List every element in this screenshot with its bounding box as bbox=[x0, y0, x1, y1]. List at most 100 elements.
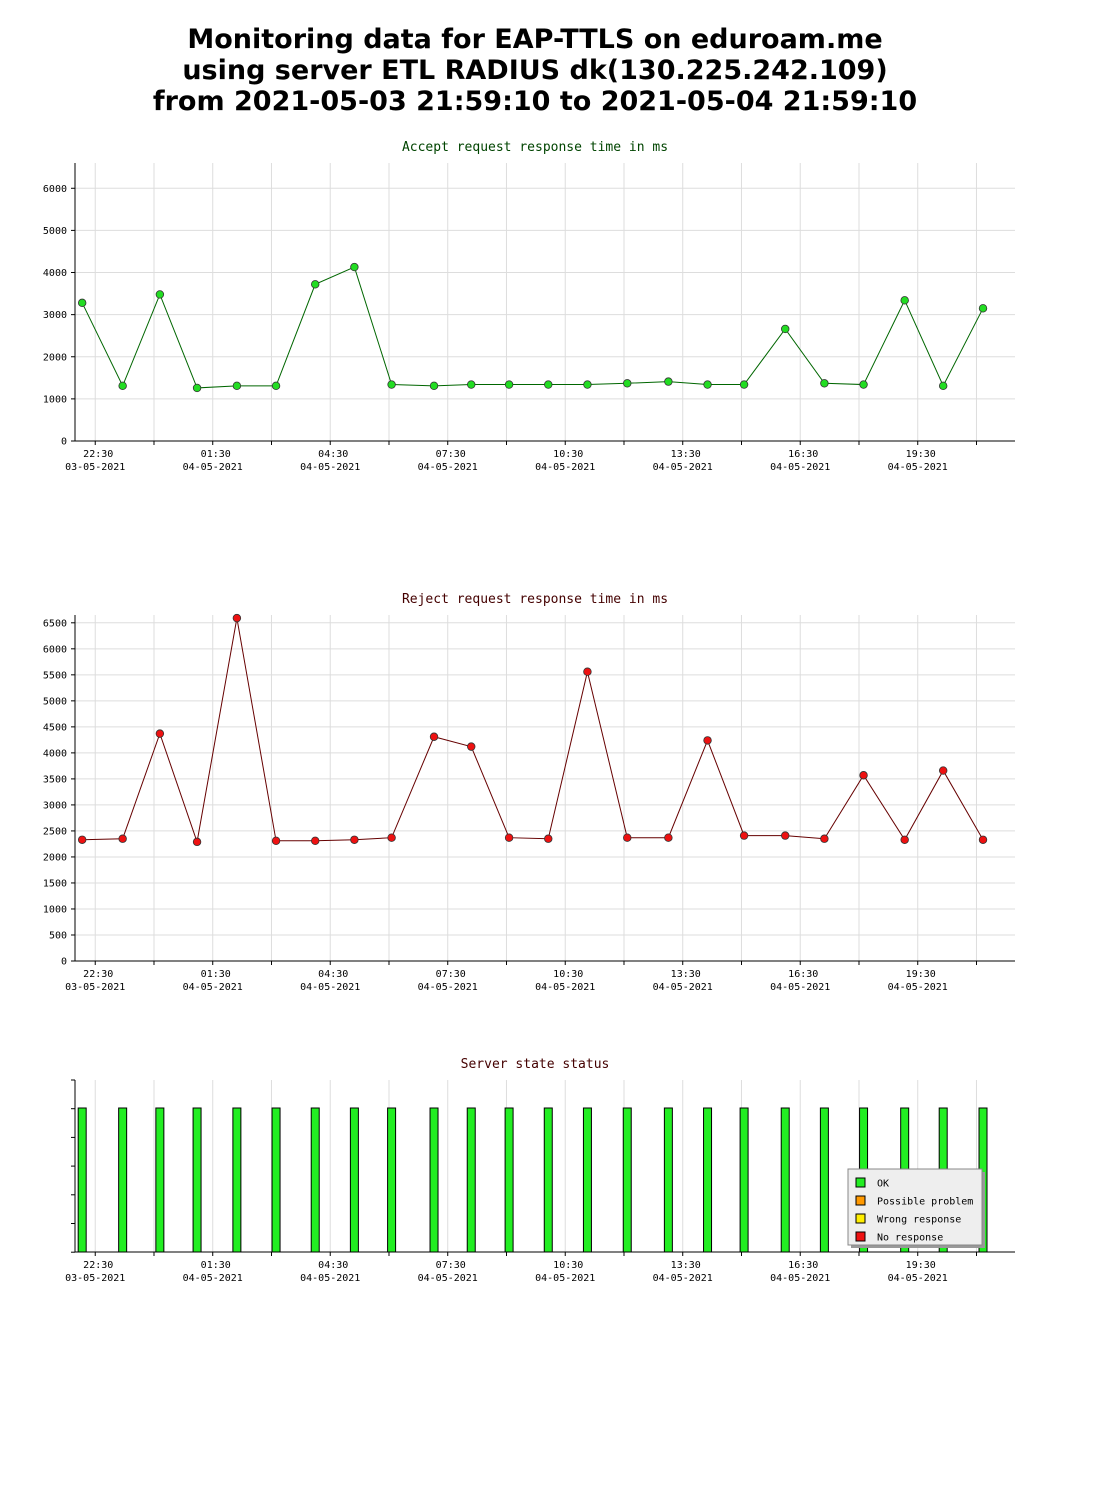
x-tick-label-date: 04-05-2021 bbox=[770, 1273, 830, 1284]
x-tick-label-date: 04-05-2021 bbox=[418, 982, 478, 993]
x-tick-label-date: 04-05-2021 bbox=[183, 462, 243, 473]
reject-chart: 0 500 1000 1500 2000 2500 3000 3500 4000 4500 5000… bbox=[0, 568, 1100, 998]
status-chart-svg: Server state status 22:30 03-05-2021 01:30 0… bbox=[65, 1057, 1015, 1284]
status-bar bbox=[349, 1107, 359, 1253]
x-tick-label-time: 10:30 bbox=[553, 449, 583, 460]
x-tick-label-date: 04-05-2021 bbox=[770, 462, 830, 473]
y-tick-label: 3500 bbox=[43, 774, 67, 785]
reject-data-point bbox=[859, 771, 868, 780]
reject-data-point bbox=[429, 732, 439, 741]
status-bar bbox=[663, 1107, 673, 1253]
status-bar bbox=[192, 1107, 202, 1253]
accept-data-point bbox=[859, 380, 868, 389]
y-tick-label: 3000 bbox=[43, 310, 67, 321]
reject-data-point bbox=[739, 831, 749, 840]
accept-data-point bbox=[583, 380, 592, 389]
y-tick-label: 1000 bbox=[43, 904, 67, 915]
title-line-2: using server ETL RADIUS dk(130.225.242.1… bbox=[182, 55, 888, 86]
accept-data-point bbox=[429, 381, 439, 391]
status-bar bbox=[582, 1107, 592, 1253]
reject-data-point bbox=[192, 837, 202, 847]
y-tick-label: 3000 bbox=[43, 800, 67, 811]
x-tick-label-date: 03-05-2021 bbox=[65, 1273, 125, 1284]
reject-data-point bbox=[820, 834, 829, 843]
status-bar bbox=[466, 1107, 476, 1253]
legend-swatch bbox=[855, 1213, 866, 1224]
reject-data-point bbox=[232, 613, 242, 623]
page-title: Monitoring data for EAP-TTLS on eduroam.… bbox=[0, 24, 1070, 117]
reject-data-point bbox=[623, 833, 632, 842]
legend-label: Wrong response bbox=[877, 1215, 961, 1226]
accept-data-point bbox=[623, 379, 632, 388]
x-tick-label-date: 04-05-2021 bbox=[888, 982, 948, 993]
reject-data-point bbox=[900, 835, 909, 844]
reject-data-point bbox=[118, 834, 127, 843]
y-tick-label: 2000 bbox=[43, 352, 67, 363]
legend-label: No response bbox=[877, 1233, 943, 1244]
chart-title: Server state status bbox=[461, 1057, 610, 1072]
x-tick-label-time: 04:30 bbox=[318, 449, 348, 460]
x-tick-label-date: 04-05-2021 bbox=[888, 1273, 948, 1284]
accept-data-point bbox=[467, 380, 476, 389]
legend-label: OK bbox=[877, 1179, 889, 1190]
x-tick-label-time: 19:30 bbox=[906, 1260, 936, 1271]
reject-chart-svg: 0 500 1000 1500 2000 2500 3000 3500 4000 4500 5000… bbox=[43, 592, 1015, 993]
accept-data-point bbox=[544, 380, 553, 389]
status-bar bbox=[622, 1107, 632, 1253]
x-tick-label-time: 22:30 bbox=[83, 1260, 113, 1271]
y-tick-label: 4000 bbox=[43, 748, 67, 759]
reject-data-point bbox=[664, 833, 673, 842]
legend-box bbox=[847, 1168, 983, 1246]
status-bar bbox=[232, 1107, 242, 1253]
status-chart: Server state status 22:30 03-05-2021 01:30 0… bbox=[0, 1046, 1100, 1291]
chart-title: Accept request response time in ms bbox=[402, 140, 668, 155]
accept-data-point bbox=[978, 304, 988, 313]
accept-data-point bbox=[350, 262, 359, 272]
y-tick-label: 2500 bbox=[43, 826, 67, 837]
accept-data-point bbox=[192, 383, 202, 393]
x-tick-label-date: 04-05-2021 bbox=[300, 982, 360, 993]
reject-data-point bbox=[504, 833, 514, 842]
x-tick-label-time: 07:30 bbox=[436, 1260, 466, 1271]
reject-data-point bbox=[583, 667, 592, 676]
y-tick-label: 5000 bbox=[43, 696, 67, 707]
x-tick-label-time: 07:30 bbox=[436, 969, 466, 980]
y-tick-label: 4500 bbox=[43, 722, 67, 733]
x-tick-label-time: 01:30 bbox=[201, 969, 231, 980]
x-tick-label-time: 16:30 bbox=[788, 1260, 818, 1271]
x-tick-label-time: 13:30 bbox=[671, 449, 701, 460]
accept-data-point bbox=[232, 381, 242, 391]
x-tick-label-time: 13:30 bbox=[671, 1260, 701, 1271]
y-tick-label: 0 bbox=[61, 957, 67, 968]
status-bar bbox=[271, 1107, 281, 1253]
y-tick-label: 6000 bbox=[43, 184, 67, 195]
status-bar bbox=[739, 1107, 749, 1253]
legend-swatch bbox=[855, 1195, 866, 1206]
x-tick-label-time: 04:30 bbox=[318, 969, 348, 980]
reject-data-point bbox=[387, 833, 396, 842]
x-tick-label-date: 04-05-2021 bbox=[418, 1273, 478, 1284]
reject-data-point bbox=[350, 835, 359, 844]
x-tick-label-time: 16:30 bbox=[788, 969, 818, 980]
legend-swatch bbox=[855, 1231, 866, 1242]
status-bar bbox=[118, 1107, 128, 1253]
status-bar bbox=[77, 1107, 87, 1253]
x-tick-label-date: 03-05-2021 bbox=[65, 982, 125, 993]
accept-data-point bbox=[820, 379, 829, 388]
x-tick-label-time: 22:30 bbox=[83, 969, 113, 980]
y-tick-label: 1500 bbox=[43, 878, 67, 889]
reject-data-point bbox=[311, 836, 320, 846]
x-tick-label-time: 01:30 bbox=[201, 449, 231, 460]
x-tick-label-date: 04-05-2021 bbox=[300, 462, 360, 473]
reject-data-point bbox=[155, 729, 165, 738]
accept-data-point bbox=[77, 298, 87, 308]
status-bar bbox=[155, 1107, 165, 1253]
accept-data-point bbox=[118, 381, 127, 391]
x-tick-label-time: 10:30 bbox=[553, 1260, 583, 1271]
x-tick-label-date: 04-05-2021 bbox=[418, 462, 478, 473]
accept-data-point bbox=[900, 296, 909, 305]
x-tick-label-time: 04:30 bbox=[318, 1260, 348, 1271]
chart-title: Reject request response time in ms bbox=[402, 592, 668, 607]
reject-data-point bbox=[938, 766, 948, 775]
accept-data-point bbox=[504, 380, 514, 389]
